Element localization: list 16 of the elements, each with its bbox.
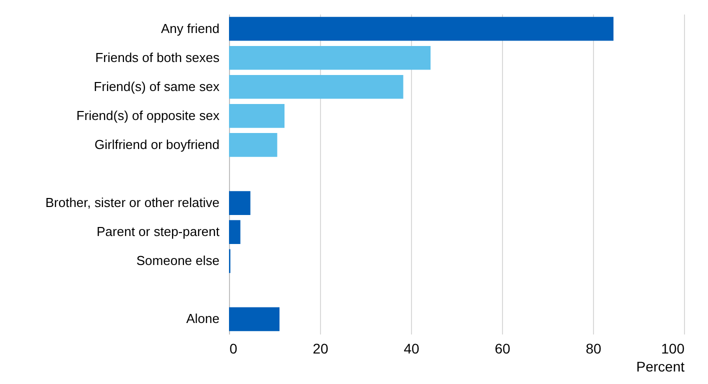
y-tick-label: Alone [186,311,220,326]
y-tick-label: Brother, sister or other relative [45,195,220,210]
x-axis-title: Percent [636,358,685,374]
x-tick-label: 40 [404,340,420,356]
y-tick-label: Girlfriend or boyfriend [94,136,220,152]
x-tick-label: 80 [586,340,602,356]
y-tick-label: Parent or step-parent [96,224,220,240]
x-tick-label: 0 [230,340,238,356]
y-tick-label: Friend(s) of same sex [94,78,220,94]
y-tick-label: Someone else [136,253,220,268]
x-tick-label: 100 [661,340,685,356]
y-tick-label: Friends of both sexes [95,50,220,65]
y-tick-label: Any friend [160,20,220,36]
x-tick-label: 60 [494,340,510,356]
y-tick-label: Friend(s) of opposite sex [76,108,220,123]
x-tick-label: 20 [312,340,328,356]
